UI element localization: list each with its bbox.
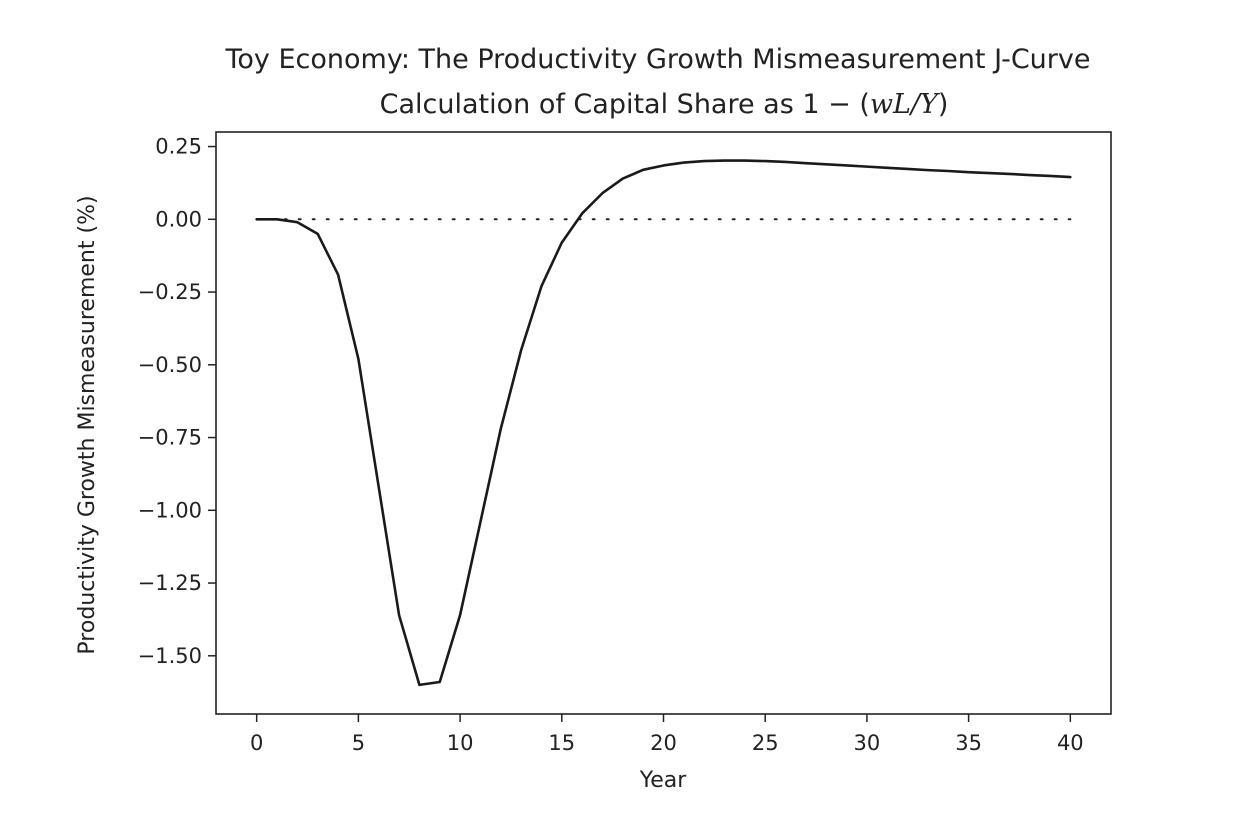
- y-tick-label: 0.00: [155, 207, 202, 231]
- chart-title-line-2-prefix: Calculation of Capital Share as 1 − (: [380, 89, 870, 120]
- x-tick-label: 40: [1057, 731, 1084, 755]
- series-line: [255, 159, 1072, 687]
- y-tick-label: −1.50: [138, 644, 202, 668]
- y-tick-label: 0.25: [155, 135, 202, 159]
- x-tick-label: 30: [854, 731, 881, 755]
- plot-area-frame: [215, 131, 1112, 715]
- chart-title-line-2: Calculation of Capital Share as 1 − (wL/…: [380, 89, 949, 120]
- chart-title-line-1: Toy Economy: The Productivity Growth Mis…: [224, 44, 1090, 75]
- chart-title-line-2-math: wL/Y: [870, 89, 940, 120]
- x-tick-label: 20: [650, 731, 677, 755]
- chart-title-line-2-suffix: ): [938, 89, 949, 120]
- series-layer: [255, 159, 1072, 687]
- x-tick-label: 10: [447, 731, 474, 755]
- y-axis-label: Productivity Growth Mismeasurement (%): [75, 195, 100, 654]
- x-tick-label: 35: [955, 731, 982, 755]
- y-tick-label: −1.25: [138, 571, 202, 595]
- x-tick-label: 15: [548, 731, 575, 755]
- y-axis-ticks: 0.25 0.00 −0.25 −0.50 −0.75 −1.00 −1.25 −1.50: [138, 135, 216, 668]
- x-tick-label: 25: [752, 731, 779, 755]
- y-tick-label: −0.25: [138, 280, 202, 304]
- x-tick-label: 0: [250, 731, 263, 755]
- y-tick-label: −0.50: [138, 353, 202, 377]
- y-tick-label: −0.75: [138, 426, 202, 450]
- x-axis-ticks: 0 5 10 15 20 25 30 35 40: [250, 714, 1084, 755]
- x-axis-label: Year: [639, 768, 688, 793]
- y-tick-label: −1.00: [138, 498, 202, 522]
- x-tick-label: 5: [352, 731, 365, 755]
